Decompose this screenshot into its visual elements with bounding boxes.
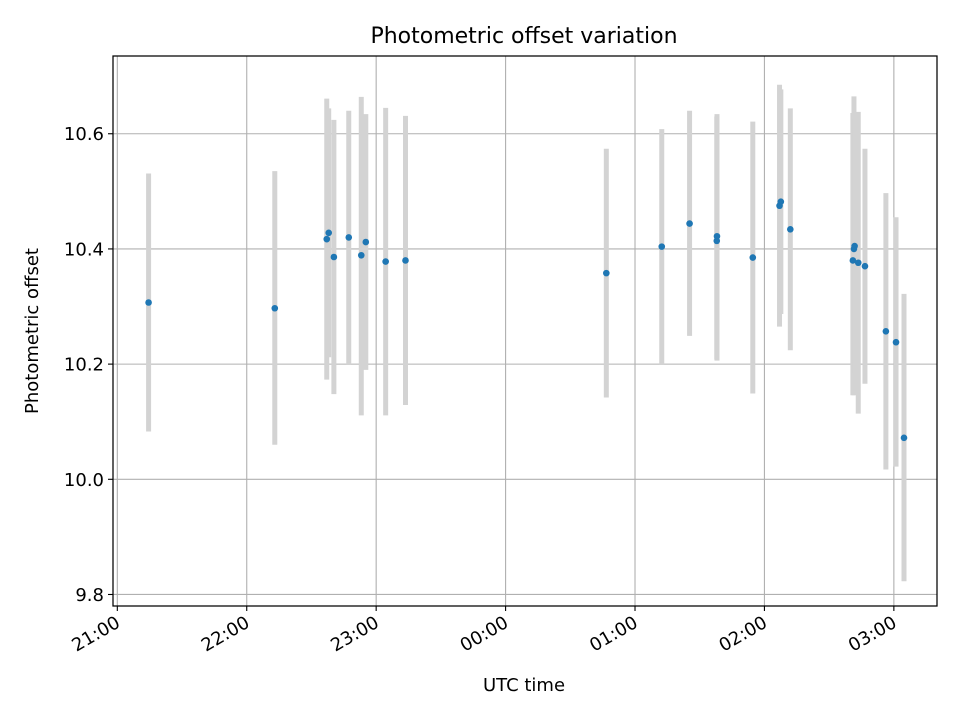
data-point xyxy=(145,299,152,306)
data-point xyxy=(686,220,693,227)
data-point xyxy=(861,262,869,270)
data-point xyxy=(345,234,353,241)
data-point xyxy=(787,226,794,233)
data-point xyxy=(851,242,858,250)
y-tick-label: 10.0 xyxy=(64,470,104,491)
x-tick-label: 22:00 xyxy=(198,612,253,656)
data-point xyxy=(382,258,389,265)
data-point xyxy=(603,269,610,277)
data-point xyxy=(402,257,409,264)
data-point xyxy=(362,238,370,246)
data-point xyxy=(323,235,331,243)
data-point xyxy=(658,243,666,250)
y-tick-label: 9.8 xyxy=(75,585,104,606)
chart-title: Photometric offset variation xyxy=(370,24,677,49)
gridlines xyxy=(113,56,937,606)
data-points xyxy=(145,198,908,442)
data-point xyxy=(854,259,862,267)
data-point xyxy=(271,304,279,312)
x-tick-label: 21:00 xyxy=(68,612,123,656)
x-tick-label: 03:00 xyxy=(845,612,900,656)
x-tick-label: 00:00 xyxy=(457,612,512,656)
x-tick-label: 01:00 xyxy=(586,612,641,656)
data-point xyxy=(892,338,900,346)
data-point xyxy=(357,251,365,259)
x-axis-label: UTC time xyxy=(483,675,565,696)
data-point xyxy=(330,253,338,261)
y-axis-label: Photometric offset xyxy=(22,248,43,414)
data-point xyxy=(325,229,333,237)
data-point xyxy=(900,434,908,442)
data-point xyxy=(849,257,857,264)
data-point xyxy=(882,327,890,335)
y-tick-label: 10.2 xyxy=(64,355,104,376)
x-tick-label: 02:00 xyxy=(716,612,771,656)
y-tick-label: 10.4 xyxy=(64,239,104,260)
y-tick-label: 10.6 xyxy=(64,124,104,145)
data-point xyxy=(713,232,721,240)
error-bars xyxy=(146,84,907,582)
axis-ticks: 9.8 10.0 10.2 10.4 10.6 21:00 22:00 23:00 00:00 0… xyxy=(64,124,900,656)
data-point xyxy=(749,254,757,261)
data-point xyxy=(777,198,785,206)
plot-frame xyxy=(112,55,938,607)
x-tick-label: 23:00 xyxy=(327,612,382,656)
